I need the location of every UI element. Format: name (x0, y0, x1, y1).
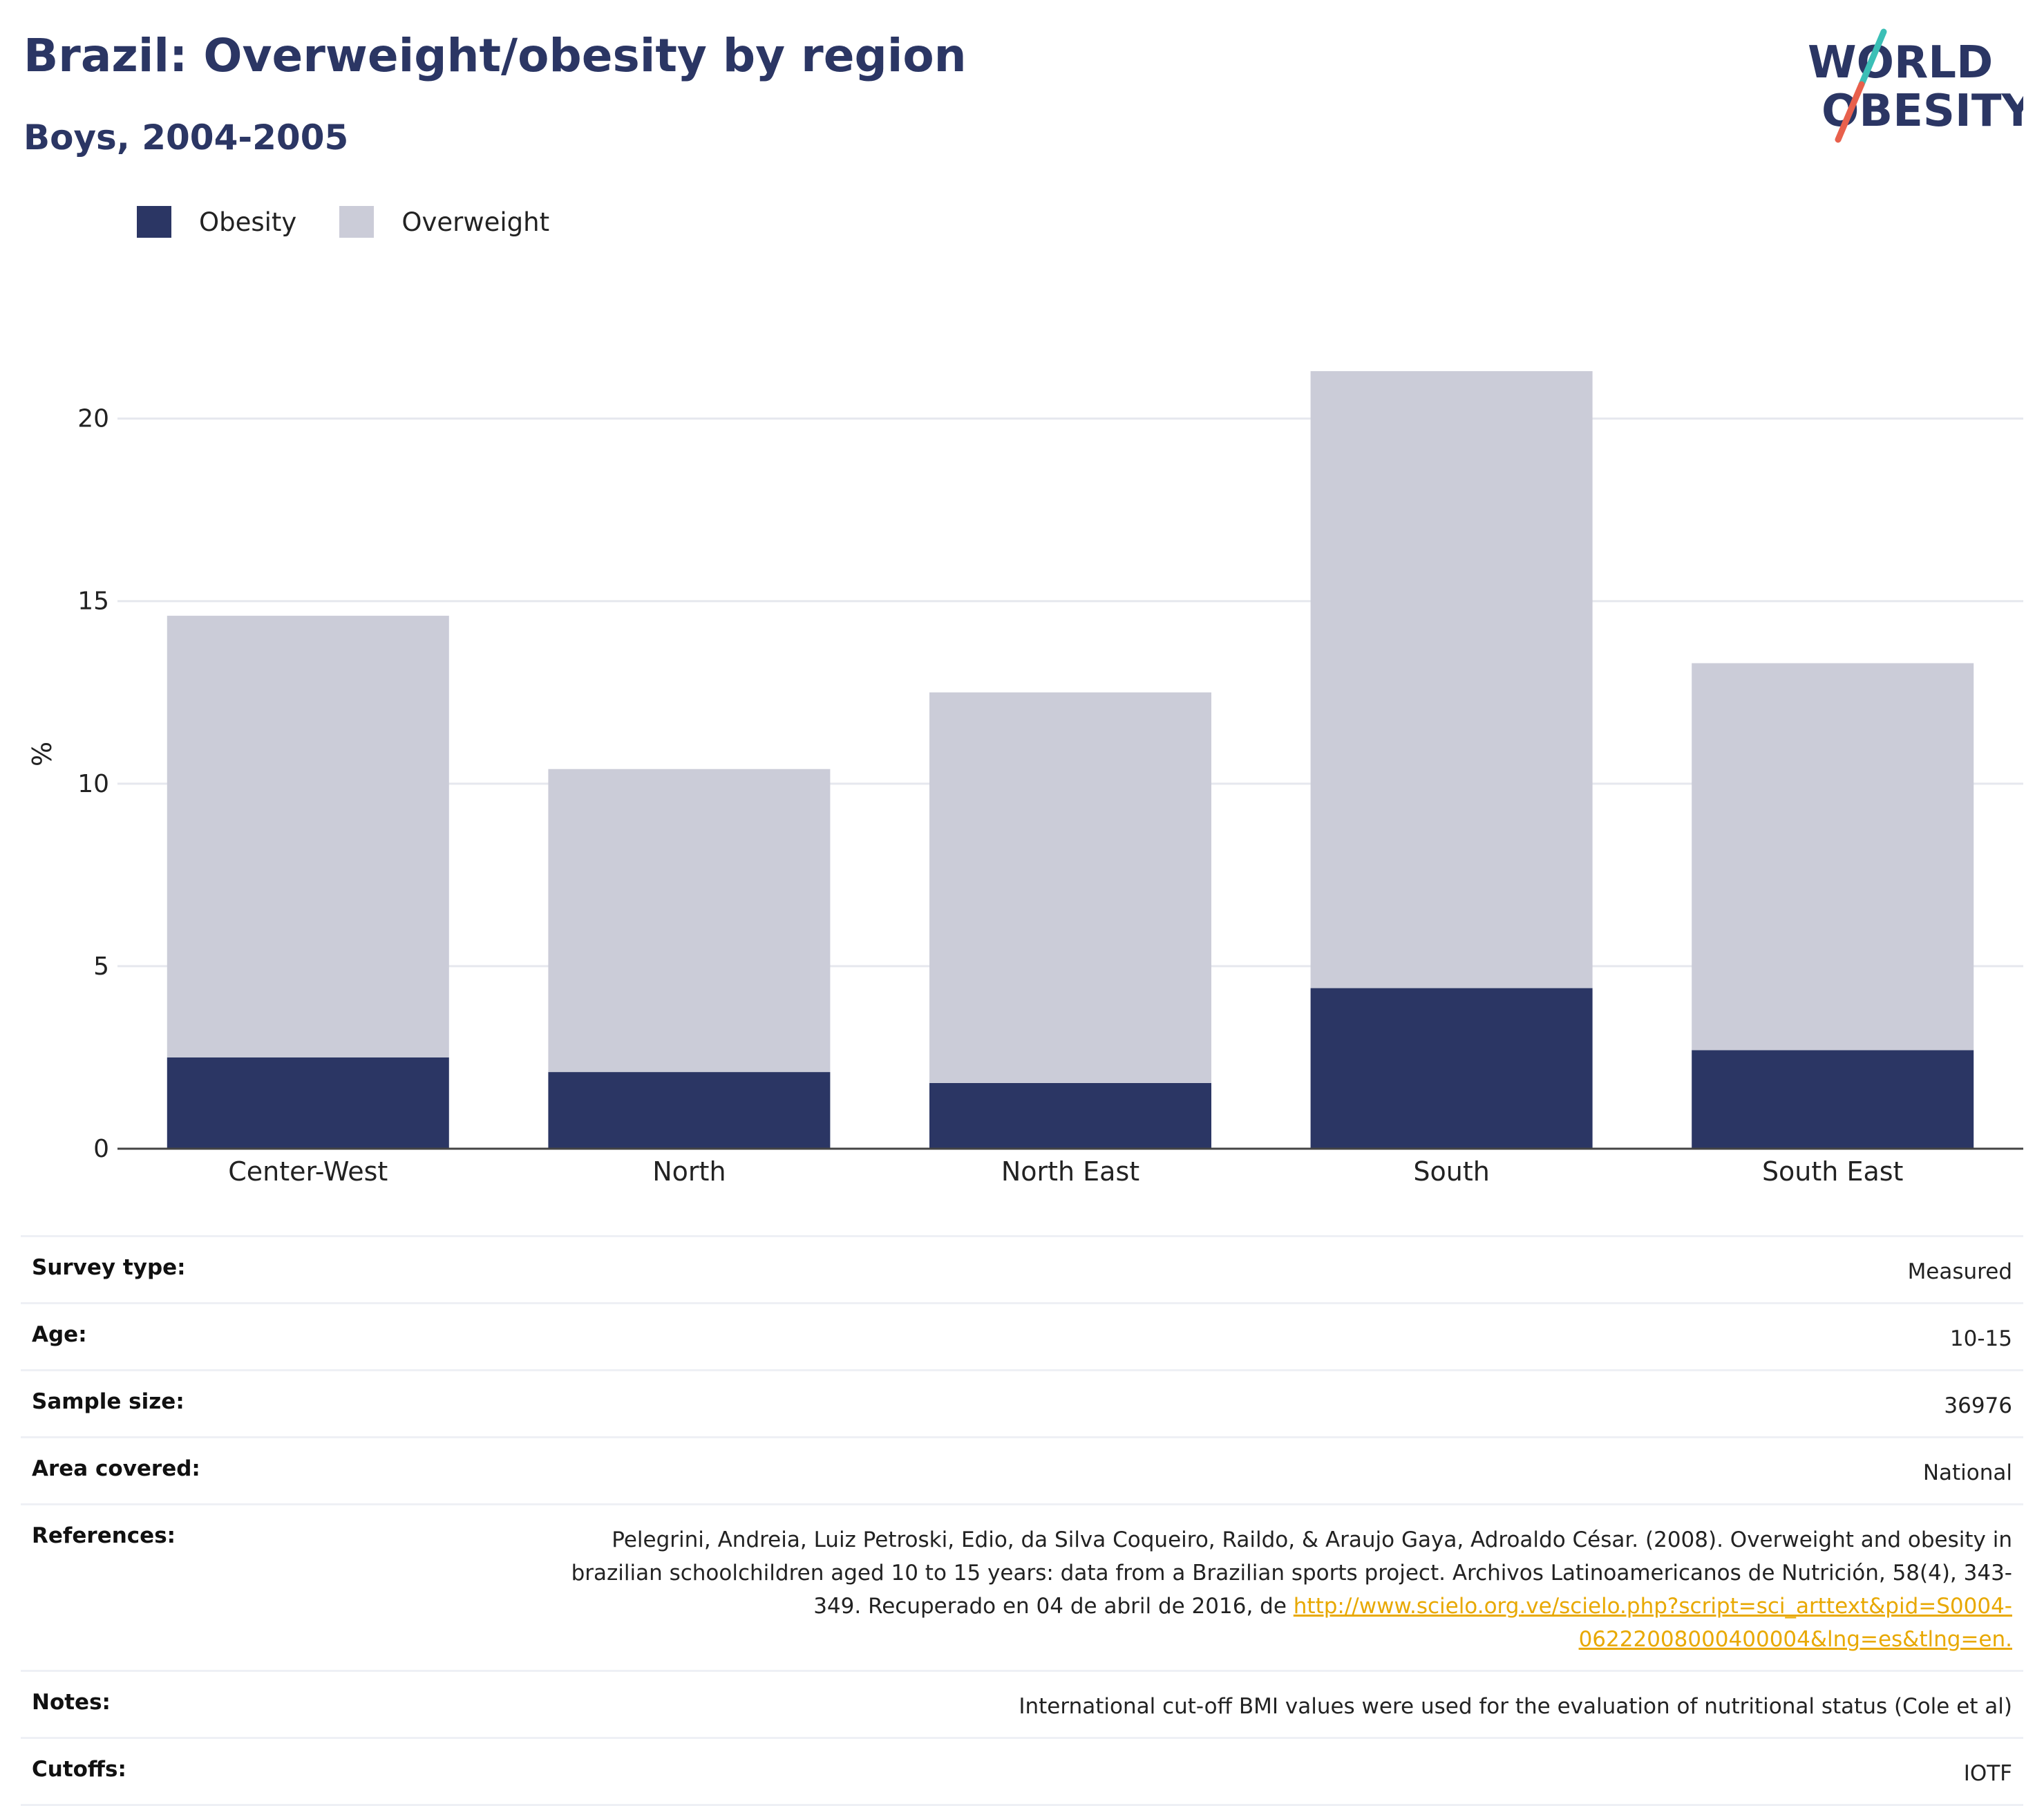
info-value: 10-15 (1949, 1326, 2012, 1352)
info-label: Notes: (32, 1690, 111, 1715)
legend-item-overweight[interactable]: Overweight (339, 206, 549, 238)
legend-swatch-overweight (339, 206, 375, 238)
x-tick-label: North (652, 1156, 726, 1187)
legend-swatch-obesity (137, 206, 171, 238)
info-row: Age: 10-15 (21, 1302, 2023, 1369)
y-tick-label: 15 (77, 587, 109, 616)
info-value: International cut-off BMI values were us… (1019, 1694, 2012, 1720)
survey-info-table: Survey type: Measured Age: 10-15 Sample size… (21, 1235, 2023, 1806)
info-row: Cutoffs: IOTF (21, 1737, 2023, 1806)
bar-overweight-center-west (167, 615, 449, 1057)
y-tick-label: 0 (93, 1135, 109, 1163)
info-label: Cutoffs: (32, 1757, 126, 1783)
bar-obesity-north (548, 1072, 831, 1149)
logo-slash-teal (1858, 28, 1887, 88)
x-tick-label: North East (1001, 1156, 1139, 1187)
bar-obesity-north-east (929, 1082, 1211, 1149)
info-row: References: Pelegrini, Andreia, Luiz Petr… (21, 1503, 2023, 1670)
legend-item-obesity[interactable]: Obesity (137, 206, 296, 238)
info-row: Sample size: 36976 (21, 1369, 2023, 1436)
stacked-bar-chart: 0 5 10 15 20% Center-West North North East South… (27, 370, 2023, 1187)
info-row: Notes: International cut-off BMI values w… (21, 1670, 2023, 1737)
reference-link[interactable]: http://www.scielo.org.ve/scielo.php?scri… (1293, 1594, 2012, 1653)
bar-overweight-south-east (1692, 663, 1974, 1051)
info-row: Area covered: National (21, 1436, 2023, 1503)
y-tick-label: 10 (77, 770, 109, 798)
x-tick-label: South East (1762, 1156, 1904, 1187)
info-label: References: (32, 1523, 176, 1549)
x-tick-label: South (1413, 1156, 1489, 1187)
y-tick-label: 5 (93, 952, 109, 981)
bar-obesity-south (1310, 988, 1593, 1149)
info-row: Survey type: Measured (21, 1235, 2023, 1302)
info-label: Sample size: (32, 1389, 184, 1415)
bar-overweight-north-east (929, 692, 1211, 1083)
info-value: Pelegrini, Andreia, Luiz Petroski, Edio,… (571, 1527, 2012, 1653)
legend-label-overweight: Overweight (401, 207, 550, 237)
bar-obesity-south-east (1692, 1050, 1974, 1149)
y-axis-label: % (27, 742, 57, 766)
info-value: Measured (1907, 1259, 2012, 1284)
x-tick-label: Center-West (228, 1156, 388, 1187)
bar-obesity-center-west (167, 1057, 449, 1149)
info-label: Age: (32, 1322, 87, 1348)
logo-slash-coral (1835, 81, 1865, 143)
chart-subtitle: Boys, 2004-2005 (23, 117, 349, 158)
info-value: IOTF (1963, 1761, 2012, 1787)
logo-word-world: WORLD (1808, 37, 1993, 88)
info-value: 36976 (1944, 1393, 2012, 1419)
info-label: Area covered: (32, 1456, 200, 1482)
y-tick-label: 20 (77, 405, 109, 433)
bar-overweight-south (1310, 370, 1593, 988)
legend: Obesity Overweight (137, 206, 592, 238)
info-label: Survey type: (32, 1255, 186, 1280)
bar-overweight-north (548, 769, 831, 1073)
info-value: National (1922, 1460, 2012, 1486)
legend-label-obesity: Obesity (199, 207, 297, 237)
world-obesity-logo: WORLD OBESITY (1808, 28, 2023, 143)
chart-title: Brazil: Overweight/obesity by region (23, 29, 967, 82)
